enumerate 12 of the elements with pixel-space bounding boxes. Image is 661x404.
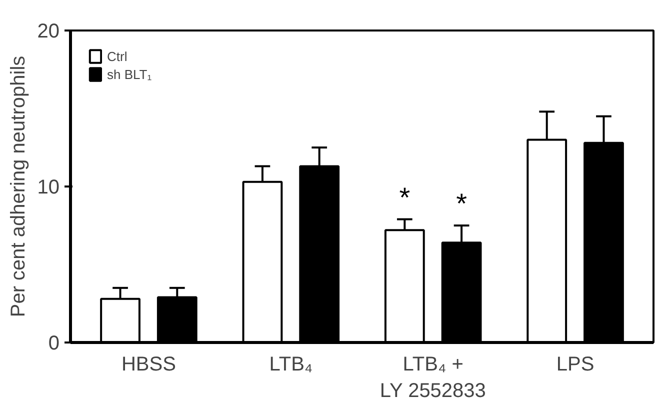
y-tick-label: 20 <box>37 20 60 42</box>
annotation: * <box>399 182 410 213</box>
x-tick-label: LTB₄ + LY 2552833 <box>380 354 486 402</box>
x-tick-label: LPS <box>556 354 594 376</box>
x-tick-label: HBSS <box>121 354 176 376</box>
y-axis-title: Per cent adhering neutrophils <box>7 56 30 318</box>
legend-label: sh BLT₁ <box>107 66 152 82</box>
legend-label: Ctrl <box>107 48 128 64</box>
y-tick-label: 10 <box>37 176 60 198</box>
y-tick-label: 0 <box>48 332 60 354</box>
annotation: * <box>456 188 468 219</box>
x-tick-label: LTB₄ <box>269 354 313 376</box>
